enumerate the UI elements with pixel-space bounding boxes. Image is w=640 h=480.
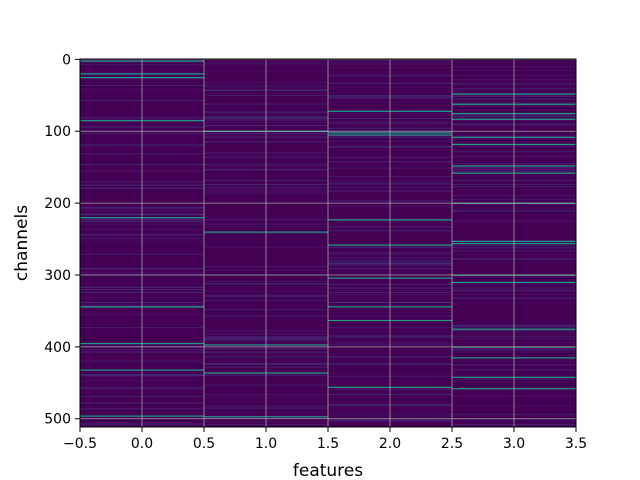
x-tick-label: 3.5 [565, 436, 587, 452]
y-tick-label: 500 [44, 412, 71, 428]
x-tick-label: 2.0 [379, 436, 401, 452]
x-tick-label: 2.5 [441, 436, 463, 452]
x-tick-label: 1.0 [255, 436, 277, 452]
x-tick-label: 0.0 [131, 436, 153, 452]
x-axis-ticks: −0.5 0.0 0.5 1.0 1.5 2.0 2.5 3.0 3.5 [63, 427, 587, 452]
y-tick-label: 100 [44, 124, 71, 140]
x-tick-label: −0.5 [63, 436, 97, 452]
y-tick-label: 400 [44, 340, 71, 356]
x-axis-label: features [293, 461, 363, 480]
y-tick-label: 200 [44, 196, 71, 212]
x-tick-label: 0.5 [193, 436, 215, 452]
y-axis-label: channels [12, 205, 32, 281]
y-tick-label: 0 [62, 52, 71, 68]
x-tick-label: 1.5 [317, 436, 339, 452]
x-tick-label: 3.0 [503, 436, 525, 452]
y-tick-label: 300 [44, 268, 71, 284]
y-axis-ticks: 0 100 200 300 400 500 [44, 52, 80, 428]
